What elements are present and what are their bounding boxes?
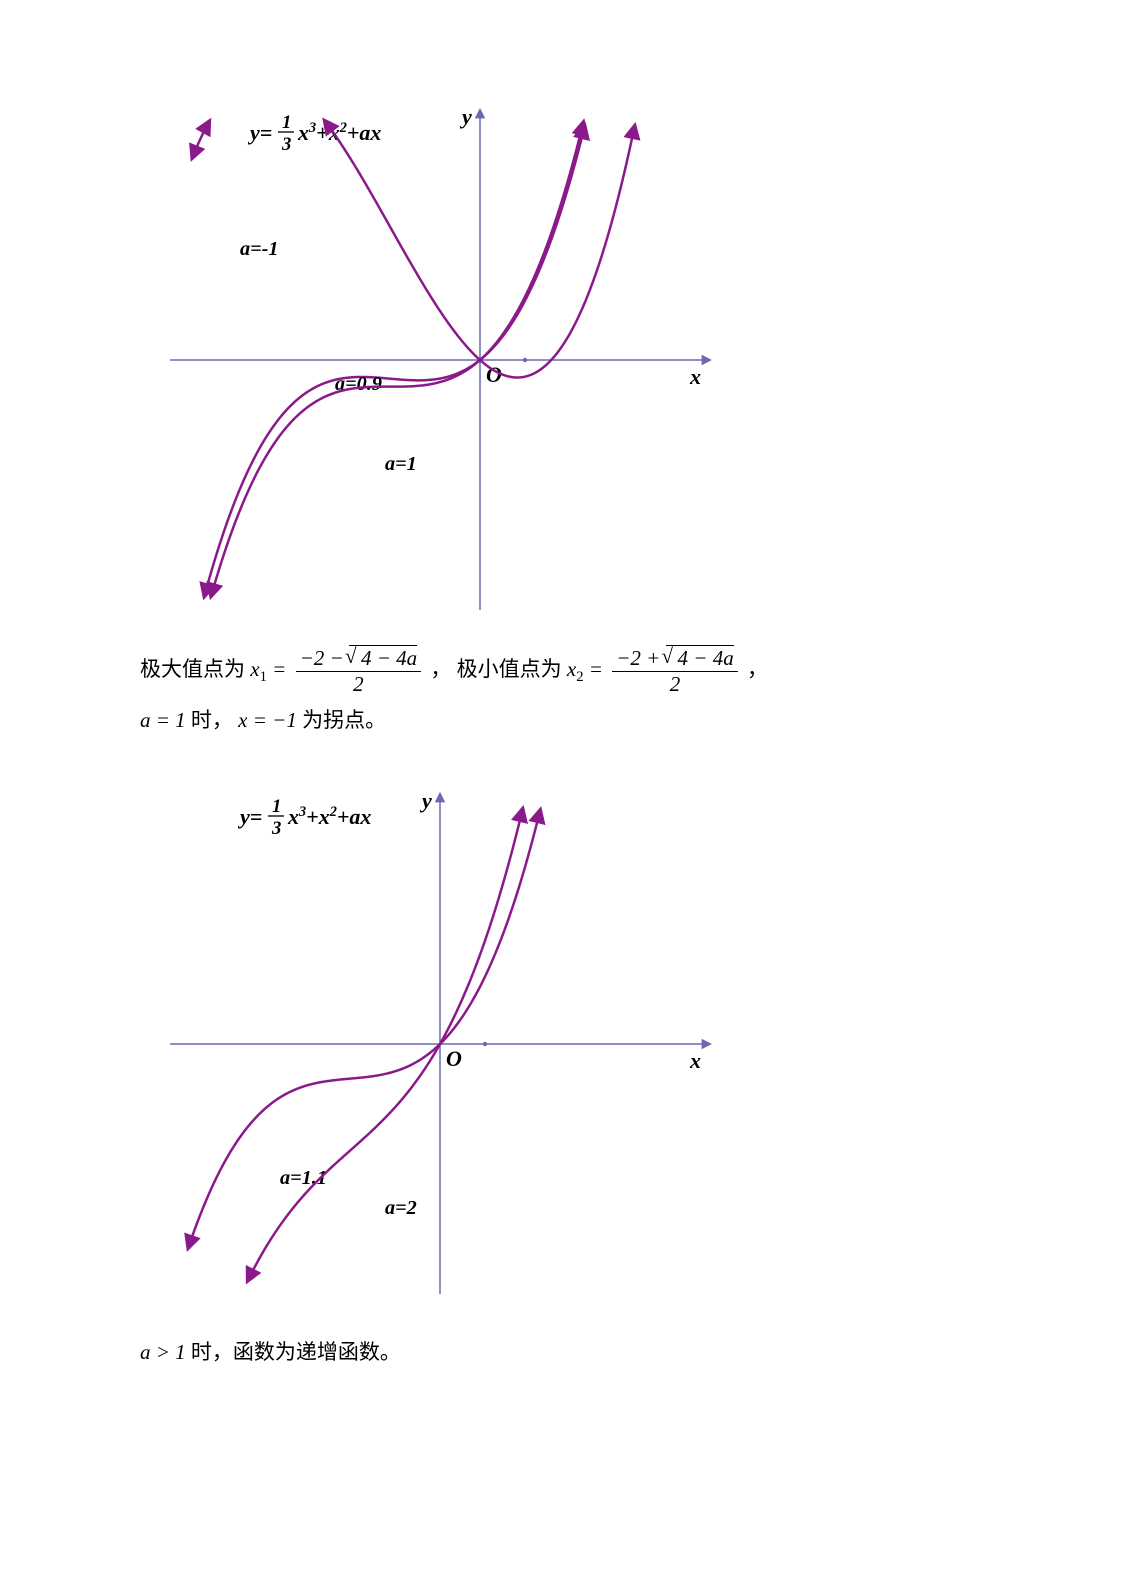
equals-2: = bbox=[589, 657, 608, 681]
chart-1-container: yxOy=13x3+x2+axa=-1a=0.9a=1 bbox=[160, 100, 985, 625]
text-max-prefix: 极大值点为 bbox=[140, 657, 245, 681]
svg-text:y=: y= bbox=[237, 804, 262, 829]
fraction-1: −2 − 4 − 4a 2 bbox=[296, 645, 422, 697]
svg-text:x: x bbox=[689, 1048, 701, 1073]
svg-text:y: y bbox=[419, 788, 432, 813]
svg-text:3: 3 bbox=[271, 818, 281, 839]
svg-text:a=-1: a=-1 bbox=[240, 238, 279, 260]
chart-2: yxOy=13x3+x2+axa=1.1a=2 bbox=[160, 784, 720, 1304]
svg-text:3: 3 bbox=[281, 134, 291, 155]
x2-var: x2 bbox=[567, 657, 584, 681]
text-between: ， 极小值点为 bbox=[430, 657, 561, 681]
text-block-2: a > 1 时，函数为递增函数。 bbox=[140, 1329, 985, 1375]
svg-text:a=2: a=2 bbox=[385, 1197, 417, 1219]
svg-text:x3+x2+ax: x3+x2+ax bbox=[287, 804, 371, 829]
svg-text:a=1: a=1 bbox=[385, 453, 417, 475]
chart-2-container: yxOy=13x3+x2+axa=1.1a=2 bbox=[160, 784, 985, 1309]
a-equals-1: a = 1 bbox=[140, 708, 186, 732]
svg-text:1: 1 bbox=[272, 796, 281, 817]
text-suffix: ， bbox=[747, 657, 768, 681]
line2-mid: 时， bbox=[191, 708, 233, 732]
fraction-2: −2 + 4 − 4a 2 bbox=[612, 645, 738, 697]
svg-text:y=: y= bbox=[247, 120, 272, 145]
svg-text:O: O bbox=[446, 1046, 462, 1071]
line2-end: 为拐点。 bbox=[302, 708, 386, 732]
equals-1: = bbox=[272, 657, 291, 681]
a-gt-1: a > 1 bbox=[140, 1340, 186, 1364]
chart-1: yxOy=13x3+x2+axa=-1a=0.9a=1 bbox=[160, 100, 720, 620]
svg-text:1: 1 bbox=[282, 112, 291, 133]
text-block-1: 极大值点为 x1 = −2 − 4 − 4a 2 ， 极小值点为 x2 = −2… bbox=[140, 645, 985, 744]
text2-mid: 时，函数为递增函数。 bbox=[191, 1340, 401, 1364]
svg-text:x: x bbox=[689, 364, 701, 389]
x1-var: x1 bbox=[250, 657, 267, 681]
svg-text:y: y bbox=[459, 104, 472, 129]
x-equals-neg1: x = −1 bbox=[238, 708, 297, 732]
